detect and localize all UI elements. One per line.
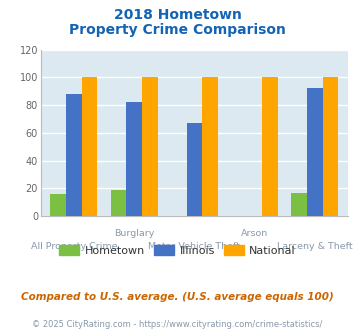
Text: Larceny & Theft: Larceny & Theft	[277, 242, 353, 251]
Text: All Property Crime: All Property Crime	[31, 242, 117, 251]
Bar	[126, 102, 142, 216]
Text: Property Crime Comparison: Property Crime Comparison	[69, 23, 286, 37]
Bar	[186, 123, 202, 216]
Text: 2018 Hometown: 2018 Hometown	[114, 8, 241, 22]
Text: © 2025 CityRating.com - https://www.cityrating.com/crime-statistics/: © 2025 CityRating.com - https://www.city…	[32, 320, 323, 329]
Text: Motor Vehicle Theft: Motor Vehicle Theft	[148, 242, 240, 251]
Bar	[66, 94, 82, 216]
Text: Arson: Arson	[241, 229, 268, 239]
Bar	[142, 77, 158, 216]
Text: Burglary: Burglary	[114, 229, 154, 239]
Legend: Hometown, Illinois, National: Hometown, Illinois, National	[55, 241, 300, 260]
Text: Compared to U.S. average. (U.S. average equals 100): Compared to U.S. average. (U.S. average …	[21, 292, 334, 302]
Bar	[202, 77, 218, 216]
Bar	[82, 77, 97, 216]
Bar	[307, 88, 323, 216]
Bar	[323, 77, 338, 216]
Bar	[50, 194, 66, 216]
Bar	[111, 190, 126, 216]
Bar	[262, 77, 278, 216]
Bar	[291, 192, 307, 216]
